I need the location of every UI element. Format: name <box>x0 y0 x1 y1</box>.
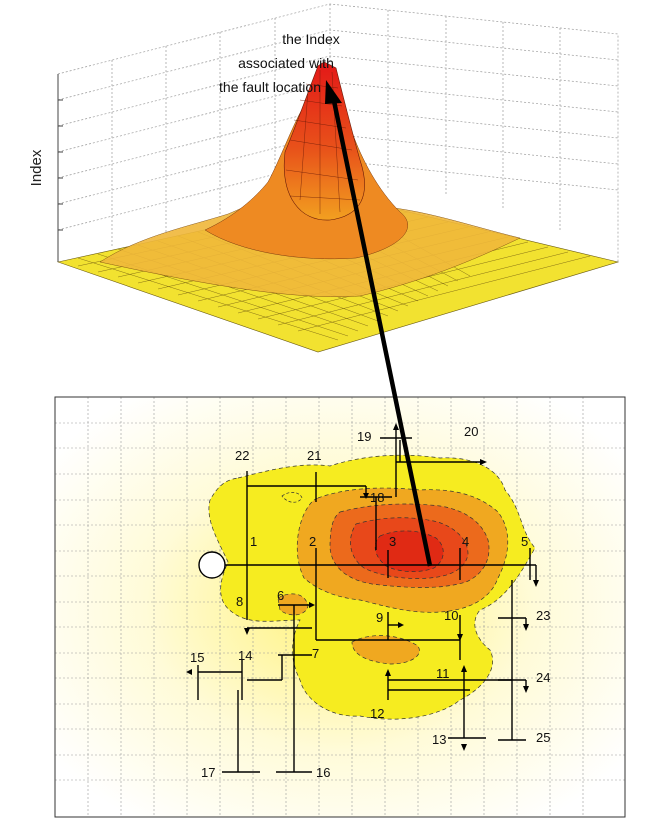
load-arrow <box>457 634 463 641</box>
contour-map: 1 2 3 4 5 6 7 8 9 10 11 12 13 14 15 16 1… <box>54 396 626 818</box>
bus-label-14: 14 <box>238 648 252 663</box>
surface-plot: Index the Index associated with the faul… <box>28 3 620 353</box>
load-arrow <box>461 665 467 672</box>
bus-label-4: 4 <box>462 534 469 549</box>
z-axis-ticks <box>57 74 63 262</box>
bus-label-17: 17 <box>201 765 215 780</box>
bus-label-15: 15 <box>190 650 204 665</box>
load-arrow <box>309 602 315 608</box>
fault-arrow-head <box>325 80 342 104</box>
bus-label-24: 24 <box>536 670 550 685</box>
bus-label-18: 18 <box>370 490 384 505</box>
bus-label-10: 10 <box>444 608 458 623</box>
load-arrow <box>533 580 539 587</box>
bus-label-8: 8 <box>236 594 243 609</box>
bus-label-5: 5 <box>521 534 528 549</box>
bus-label-23: 23 <box>536 608 550 623</box>
annotation-line-3: the fault location <box>219 79 321 95</box>
bus-label-11: 11 <box>436 666 450 681</box>
load-arrow <box>480 459 487 465</box>
bus-label-19: 19 <box>357 429 371 444</box>
fault-arrow-shaft <box>330 95 433 567</box>
bus-label-16: 16 <box>316 765 330 780</box>
bus-labels: 1 2 3 4 5 6 7 8 9 10 11 12 13 14 15 16 1… <box>190 424 550 780</box>
fault-arrow <box>325 80 433 567</box>
load-arrow <box>523 624 529 631</box>
annotation-line-2: associated with <box>238 55 334 71</box>
bus-label-6: 6 <box>277 588 284 603</box>
bus-label-9: 9 <box>376 610 383 625</box>
load-arrows <box>186 423 539 751</box>
bus-label-21: 21 <box>307 448 321 463</box>
bus-label-3: 3 <box>389 534 396 549</box>
bus-label-25: 25 <box>536 730 550 745</box>
load-arrow <box>393 423 399 430</box>
contour-secondary <box>351 635 420 665</box>
surface-spike <box>283 61 365 221</box>
load-arrow <box>461 744 467 751</box>
bus-label-1: 1 <box>250 534 257 549</box>
z-axis-label: Index <box>28 149 45 186</box>
load-arrow <box>363 493 369 499</box>
load-arrow <box>244 628 250 635</box>
source-symbol <box>198 551 226 579</box>
bus-label-12: 12 <box>370 706 384 721</box>
load-arrow <box>385 669 391 676</box>
load-arrow <box>186 669 192 675</box>
annotation-line-1: the Index <box>282 31 340 47</box>
contour-small-top <box>281 492 303 503</box>
bus-label-13: 13 <box>432 732 446 747</box>
load-arrow <box>523 686 529 693</box>
feeder-network <box>197 428 537 773</box>
load-arrow <box>398 622 404 628</box>
bus-label-22: 22 <box>235 448 249 463</box>
bus-label-20: 20 <box>464 424 478 439</box>
bus-label-2: 2 <box>309 534 316 549</box>
bus-label-7: 7 <box>312 646 319 661</box>
map-frame <box>54 396 626 818</box>
